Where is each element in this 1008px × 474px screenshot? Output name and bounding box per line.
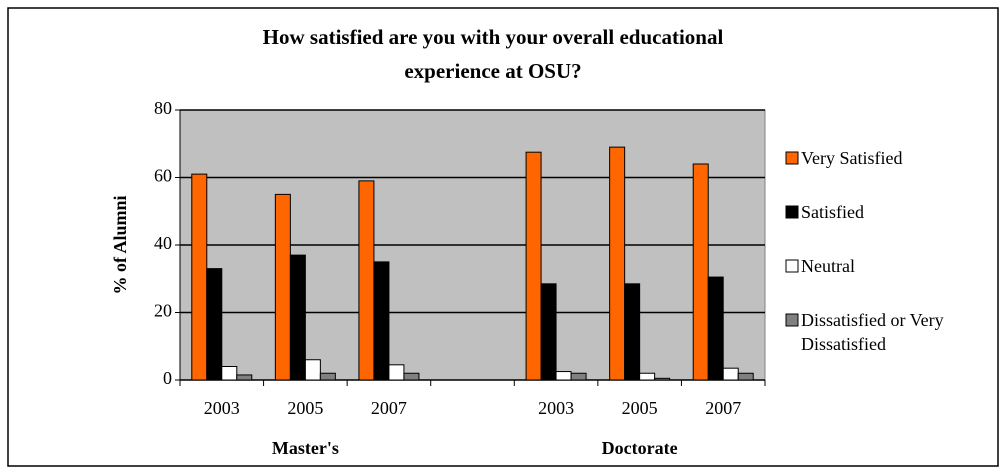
- bar: [692, 163, 709, 381]
- bar: [358, 180, 375, 381]
- x-tick-label: 2007: [371, 398, 407, 418]
- bar: [639, 372, 656, 381]
- bar: [570, 372, 587, 381]
- bar: [654, 377, 671, 381]
- x-tick-label: 2005: [287, 398, 323, 418]
- y-tick-label: 60: [154, 166, 172, 186]
- legend-label: Neutral: [801, 256, 855, 276]
- y-tick-label: 0: [163, 368, 172, 388]
- x-tick-label: 2003: [538, 398, 574, 418]
- y-tick-label: 80: [154, 98, 172, 118]
- x-tick-label: 2007: [705, 398, 741, 418]
- bar: [525, 151, 542, 381]
- y-tick-label: 20: [154, 301, 172, 321]
- bar: [373, 261, 390, 381]
- group-label: Doctorate: [602, 438, 678, 458]
- bar: [403, 372, 420, 381]
- legend-swatch: [785, 259, 799, 273]
- legend-swatch: [785, 313, 799, 327]
- bar: [388, 364, 405, 381]
- legend-swatch: [785, 205, 799, 219]
- bar: [737, 372, 754, 381]
- legend-label: Very Satisfied: [801, 148, 903, 168]
- bar: [191, 173, 208, 381]
- bar: [289, 254, 306, 381]
- legend-swatch: [785, 151, 799, 165]
- bar: [540, 283, 557, 381]
- legend-label: Satisfied: [801, 202, 864, 222]
- bar: [609, 146, 626, 381]
- y-tick-label: 40: [154, 233, 172, 253]
- y-axis-label: % of Alumni: [110, 195, 130, 294]
- x-tick-label: 2003: [204, 398, 240, 418]
- bar: [555, 371, 572, 381]
- chart-title: How satisfied are you with your overall …: [262, 25, 724, 83]
- bar: [624, 283, 641, 381]
- bar: [722, 367, 739, 381]
- bar: [221, 366, 238, 381]
- group-label: Master's: [272, 438, 339, 458]
- x-tick-label: 2005: [622, 398, 658, 418]
- bar: [206, 268, 223, 381]
- bar: [707, 276, 724, 381]
- bar: [319, 372, 336, 381]
- bar: [236, 374, 253, 381]
- bar: [274, 193, 291, 381]
- legend-label: Dissatisfied or Very Dissatisfied: [801, 310, 944, 354]
- bar: [304, 359, 321, 381]
